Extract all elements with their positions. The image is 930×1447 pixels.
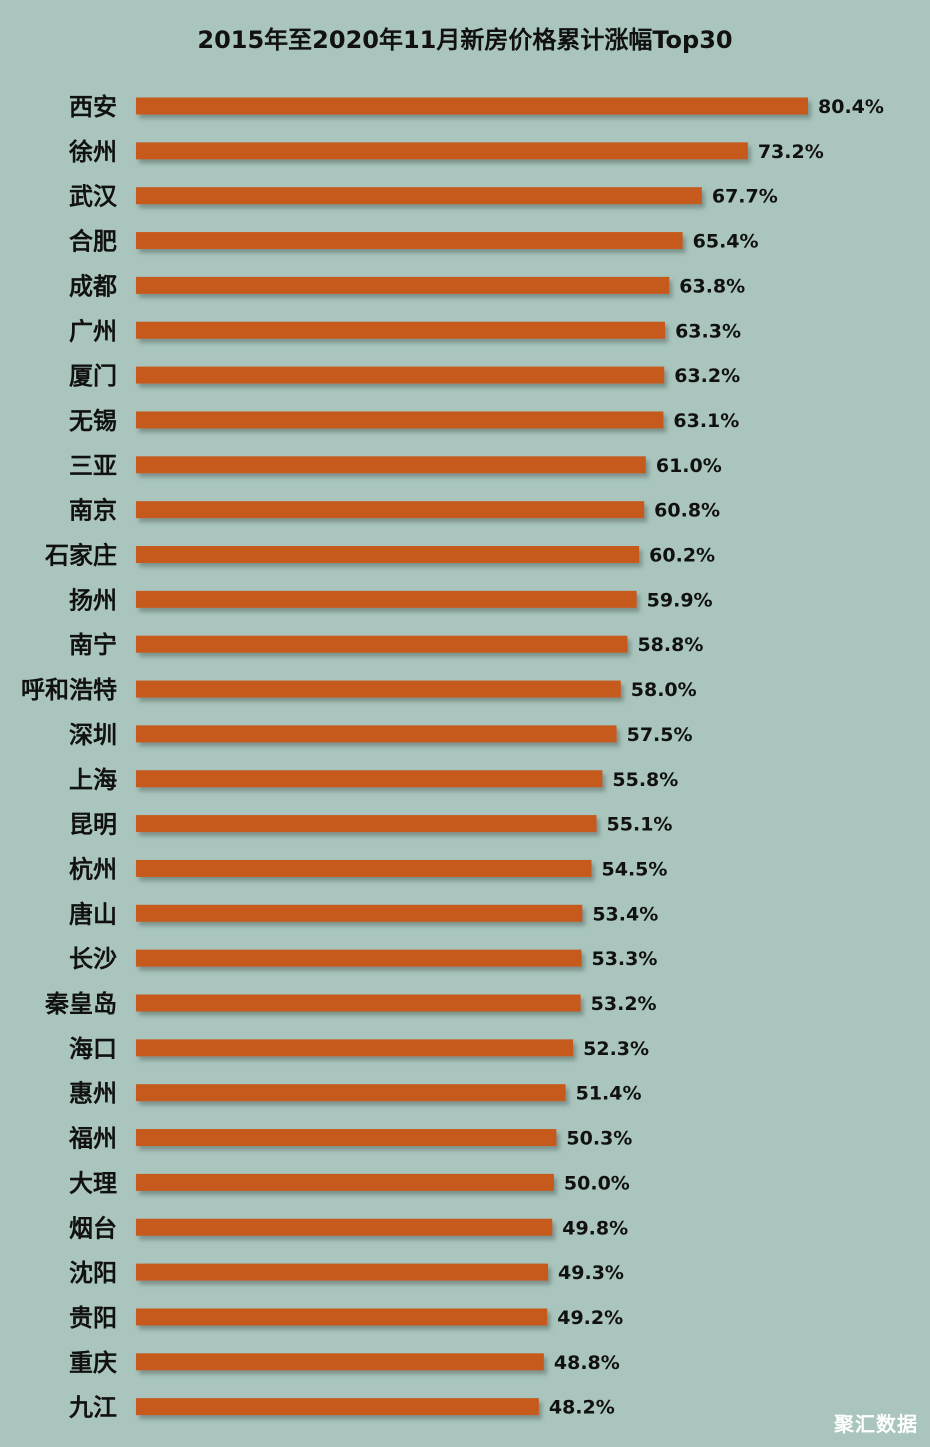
value-label: 50.3% [566, 1128, 632, 1150]
value-label: 51.4% [576, 1083, 642, 1105]
category-label: 武汉 [69, 183, 118, 211]
category-label: 上海 [69, 766, 117, 794]
bar [136, 546, 640, 563]
category-label: 无锡 [69, 407, 117, 435]
value-label: 61.0% [656, 455, 722, 477]
bar [136, 680, 621, 698]
bar [136, 1398, 539, 1416]
bar [136, 501, 645, 519]
category-label: 九江 [68, 1394, 117, 1422]
bar [136, 1218, 553, 1236]
bar [136, 232, 683, 250]
bar [136, 815, 597, 833]
category-label: 重庆 [69, 1349, 117, 1377]
bar [136, 1353, 544, 1371]
category-label: 烟台 [69, 1214, 117, 1242]
value-label: 49.8% [562, 1217, 628, 1239]
chart-title: 2015年至2020年11月新房价格累计涨幅Top30 [197, 26, 733, 54]
value-label: 57.5% [627, 724, 693, 746]
category-label: 石家庄 [44, 542, 117, 570]
category-label: 贵阳 [69, 1304, 117, 1332]
bar [136, 411, 664, 429]
value-label: 73.2% [758, 141, 824, 163]
value-label: 49.2% [557, 1307, 623, 1329]
value-label: 55.1% [607, 814, 673, 836]
value-label: 53.2% [591, 993, 657, 1015]
value-label: 54.5% [602, 858, 668, 880]
value-label: 80.4% [818, 96, 884, 118]
category-label: 广州 [69, 317, 117, 345]
category-label: 合肥 [69, 228, 117, 256]
bar [136, 1173, 554, 1191]
value-label: 59.9% [647, 589, 713, 611]
value-label: 63.8% [679, 275, 745, 297]
value-label: 58.8% [637, 634, 703, 656]
value-label: 53.4% [592, 903, 658, 925]
value-label: 58.0% [631, 679, 697, 701]
category-label: 海口 [69, 1035, 117, 1063]
bar [136, 276, 670, 294]
bar [136, 456, 646, 474]
value-label: 65.4% [693, 231, 759, 253]
value-label: 60.2% [649, 545, 715, 567]
category-label: 厦门 [69, 362, 117, 390]
bar [136, 994, 581, 1012]
bar [136, 97, 808, 115]
bar [136, 321, 666, 339]
bar [136, 1084, 566, 1102]
value-label: 63.2% [674, 365, 740, 387]
bar [136, 904, 583, 922]
category-label: 沈阳 [69, 1259, 117, 1287]
value-label: 49.3% [558, 1262, 624, 1284]
bar [136, 1039, 574, 1057]
category-label: 惠州 [69, 1080, 117, 1108]
bar [136, 635, 628, 653]
category-label: 三亚 [69, 452, 117, 480]
category-label: 南京 [69, 497, 117, 525]
value-label: 50.0% [564, 1172, 630, 1194]
bar [136, 949, 582, 967]
value-label: 48.8% [554, 1352, 620, 1374]
category-label: 福州 [68, 1125, 117, 1153]
bar [136, 1129, 557, 1147]
value-label: 63.3% [675, 320, 741, 342]
category-label: 秦皇岛 [44, 990, 117, 1018]
bar [136, 770, 603, 788]
value-label: 48.2% [549, 1397, 615, 1419]
category-label: 成都 [69, 272, 117, 300]
value-label: 55.8% [612, 769, 678, 791]
bar [136, 859, 592, 877]
bar [136, 1263, 549, 1281]
category-label: 昆明 [69, 811, 117, 839]
bar [136, 590, 637, 608]
bar [136, 142, 748, 160]
value-label: 53.3% [591, 948, 657, 970]
category-label: 呼和浩特 [21, 676, 117, 704]
value-label: 67.7% [712, 186, 778, 208]
watermark: 聚汇数据 [834, 1412, 918, 1436]
category-label: 西安 [69, 93, 117, 121]
value-label: 60.8% [654, 500, 720, 522]
category-label: 长沙 [69, 945, 117, 973]
category-label: 大理 [69, 1169, 117, 1197]
category-label: 扬州 [69, 586, 117, 614]
bar [136, 1308, 548, 1326]
category-label: 深圳 [69, 721, 117, 749]
value-label: 52.3% [583, 1038, 649, 1060]
bars-layer: 西安 80.4% 徐州 73.2% 武汉 67.7% 合肥 65.4% 成都 63.8% 广州 63.… [21, 93, 884, 1422]
category-label: 唐山 [69, 900, 117, 928]
category-label: 南宁 [69, 631, 117, 659]
category-label: 徐州 [68, 138, 117, 166]
bar [136, 725, 617, 743]
category-label: 杭州 [69, 855, 117, 883]
bar [136, 366, 665, 384]
value-label: 63.1% [673, 410, 739, 432]
bar [136, 187, 702, 205]
